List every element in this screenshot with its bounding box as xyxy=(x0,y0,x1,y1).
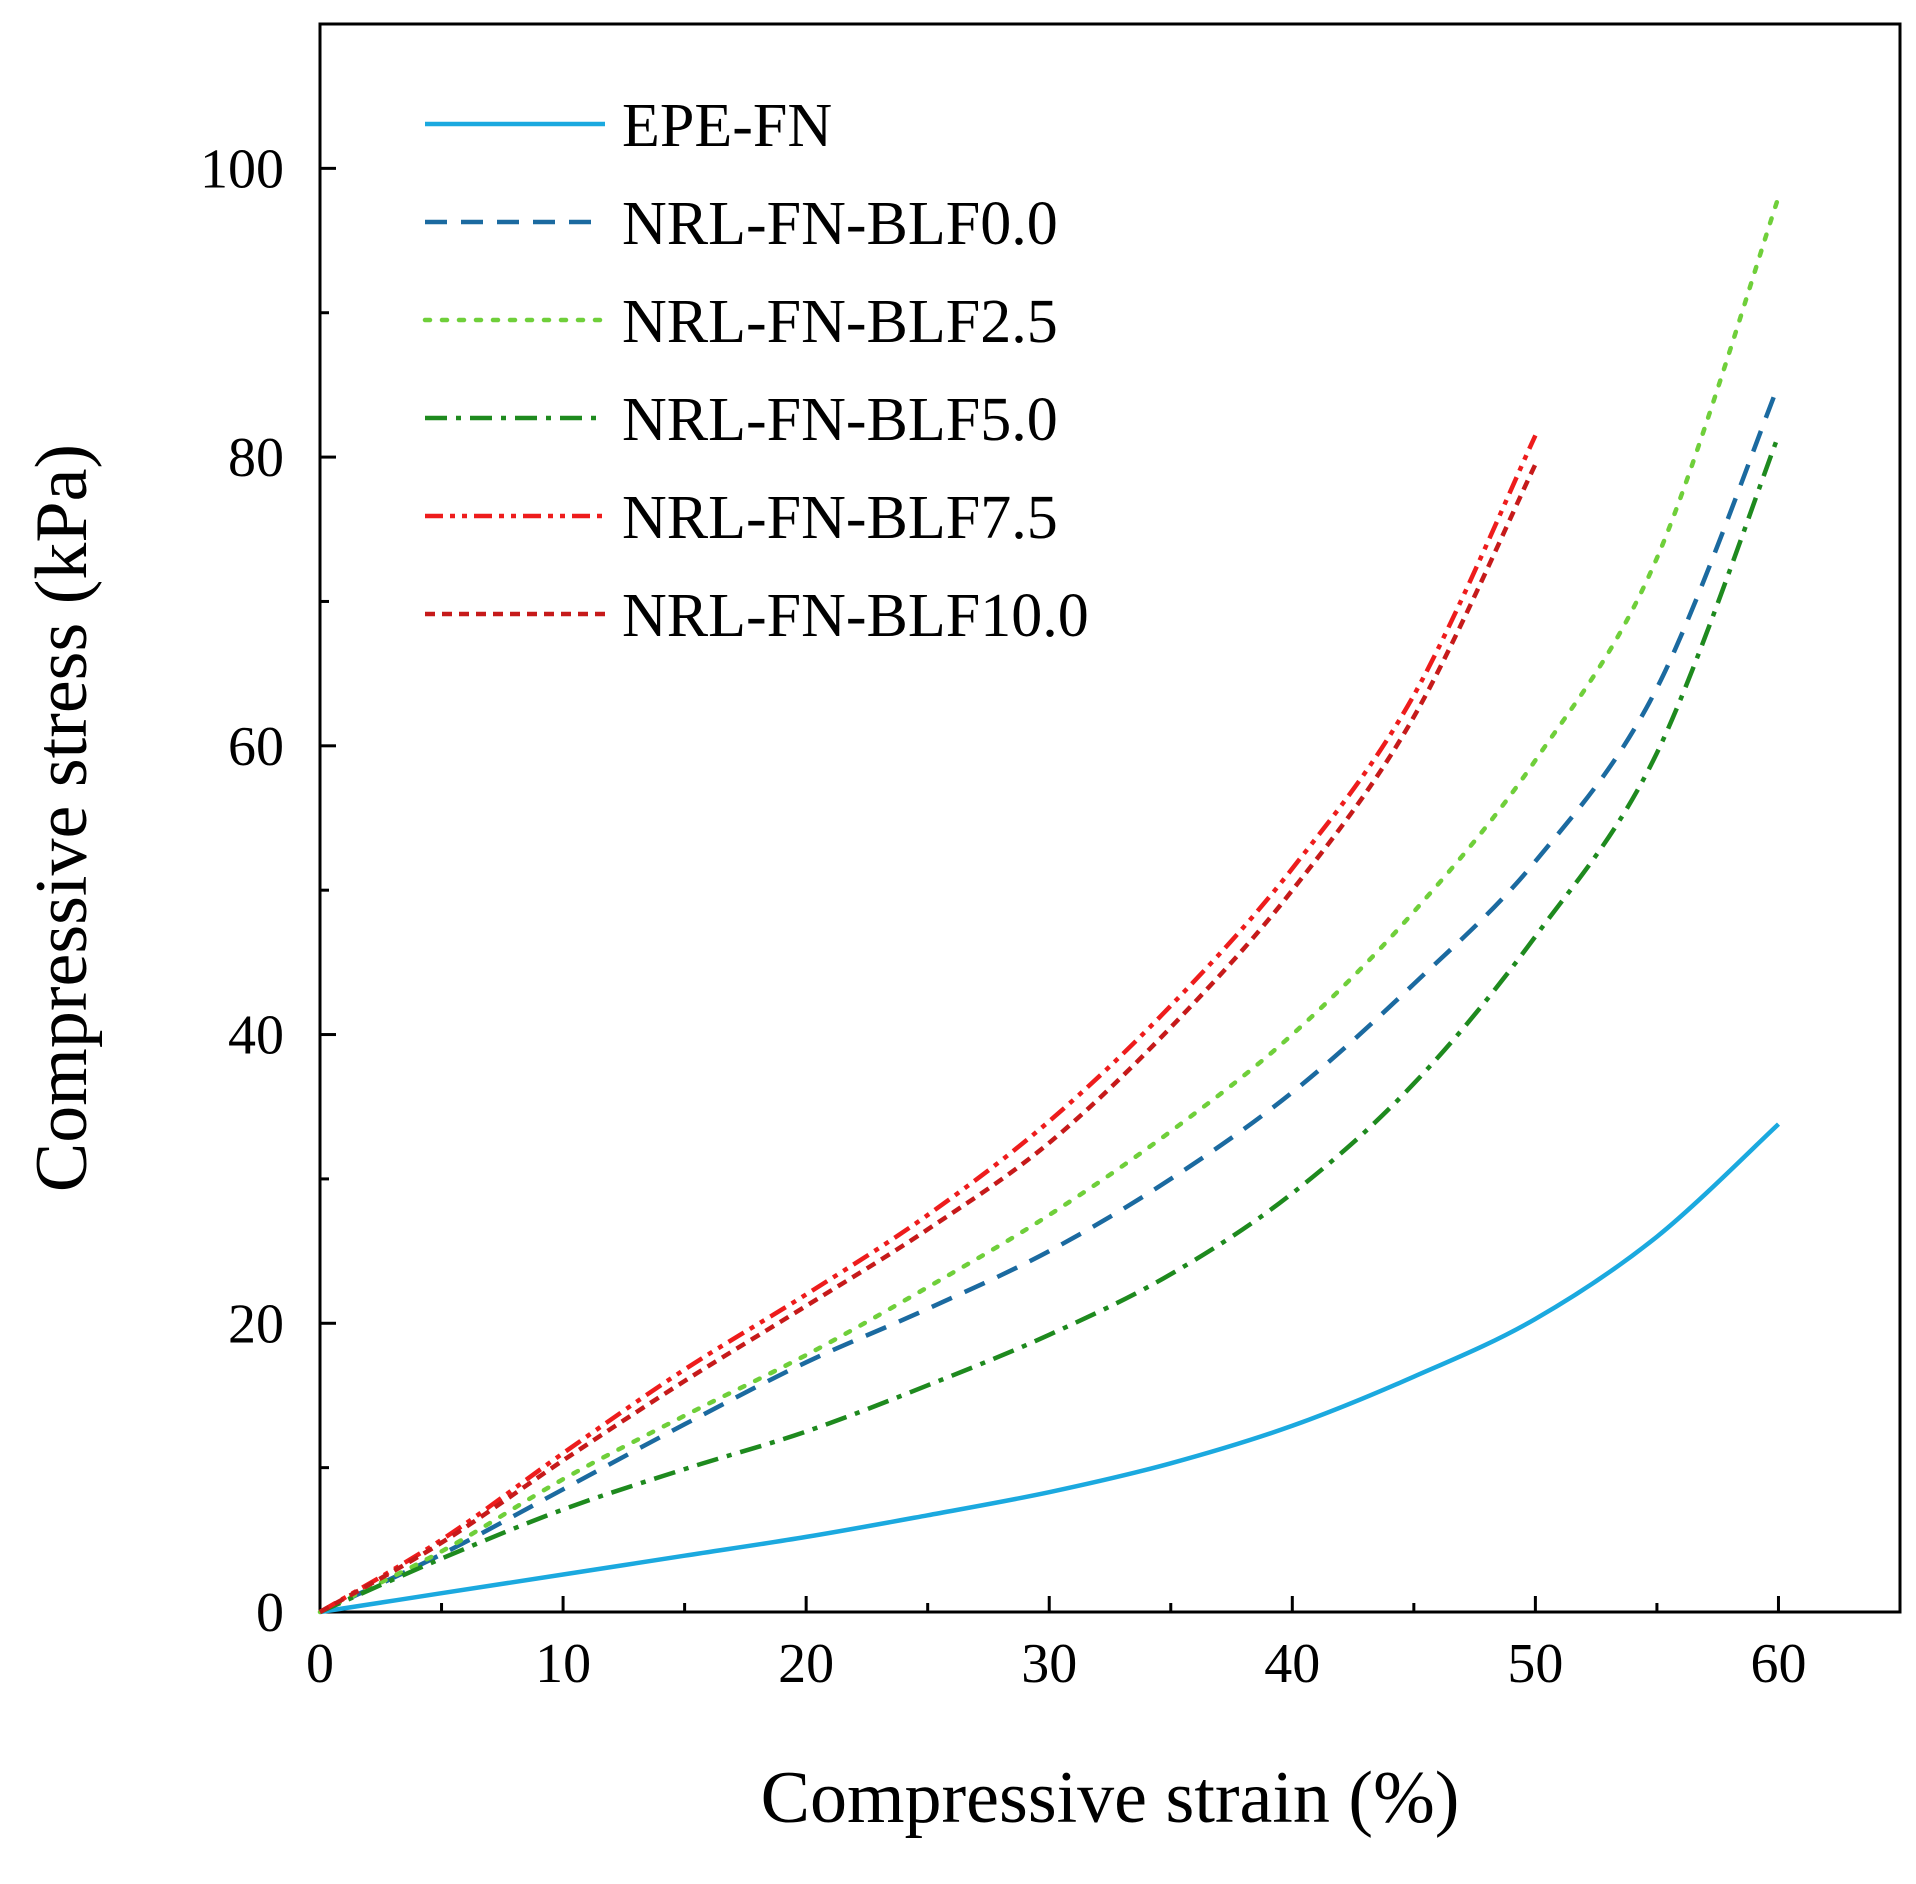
x-tick-label: 50 xyxy=(1507,1633,1563,1695)
x-tick-label: 10 xyxy=(535,1633,591,1695)
series-lines xyxy=(317,194,1781,1615)
tick-labels: 0 10 20 30 40 50 60 0 20 40 60 80 100 xyxy=(200,138,1806,1695)
y-tick-label: 80 xyxy=(228,427,284,489)
series-line-1 xyxy=(319,384,1781,1615)
minor-ticks xyxy=(320,311,1659,1612)
y-tick-label: 60 xyxy=(228,716,284,778)
plot-border xyxy=(318,22,1902,1614)
legend-item: NRL-FN-BLF10.0 xyxy=(425,582,1089,650)
legend-item: NRL-FN-BLF2.5 xyxy=(422,288,1058,356)
legend-label: NRL-FN-BLF0.0 xyxy=(622,190,1058,258)
legend-label: NRL-FN-BLF10.0 xyxy=(622,582,1089,650)
y-tick-label: 0 xyxy=(256,1582,284,1644)
plot-frame xyxy=(318,22,1902,1614)
legend-item: NRL-FN-BLF5.0 xyxy=(425,386,1058,454)
y-axis-title: Compressive stress (kPa) xyxy=(21,444,103,1192)
x-tick-label: 30 xyxy=(1021,1633,1077,1695)
x-tick-label: 0 xyxy=(306,1633,334,1695)
major-ticks xyxy=(318,166,1780,1614)
legend: EPE-FN NRL-FN-BLF0.0 NRL-FN-BLF2.5 NRL-FN-B… xyxy=(422,92,1089,650)
y-tick-label: 100 xyxy=(200,138,284,200)
legend-label: NRL-FN-BLF5.0 xyxy=(622,386,1058,454)
y-tick-label: 20 xyxy=(228,1293,284,1355)
series-line-3 xyxy=(319,434,1781,1615)
series-line-5 xyxy=(318,463,1538,1614)
x-tick-label: 20 xyxy=(778,1633,834,1695)
series-line-2 xyxy=(317,194,1781,1615)
legend-item: NRL-FN-BLF7.5 xyxy=(425,484,1058,552)
legend-label: NRL-FN-BLF2.5 xyxy=(622,288,1058,356)
y-tick-label: 40 xyxy=(228,1005,284,1067)
legend-label: EPE-FN xyxy=(622,92,832,160)
legend-item: EPE-FN xyxy=(425,92,832,160)
legend-label: NRL-FN-BLF7.5 xyxy=(622,484,1058,552)
x-tick-label: 60 xyxy=(1750,1633,1806,1695)
legend-item: NRL-FN-BLF0.0 xyxy=(425,190,1058,258)
x-tick-label: 40 xyxy=(1264,1633,1320,1695)
x-axis-title: Compressive strain (%) xyxy=(761,1757,1460,1839)
series-line-0 xyxy=(319,1122,1781,1615)
